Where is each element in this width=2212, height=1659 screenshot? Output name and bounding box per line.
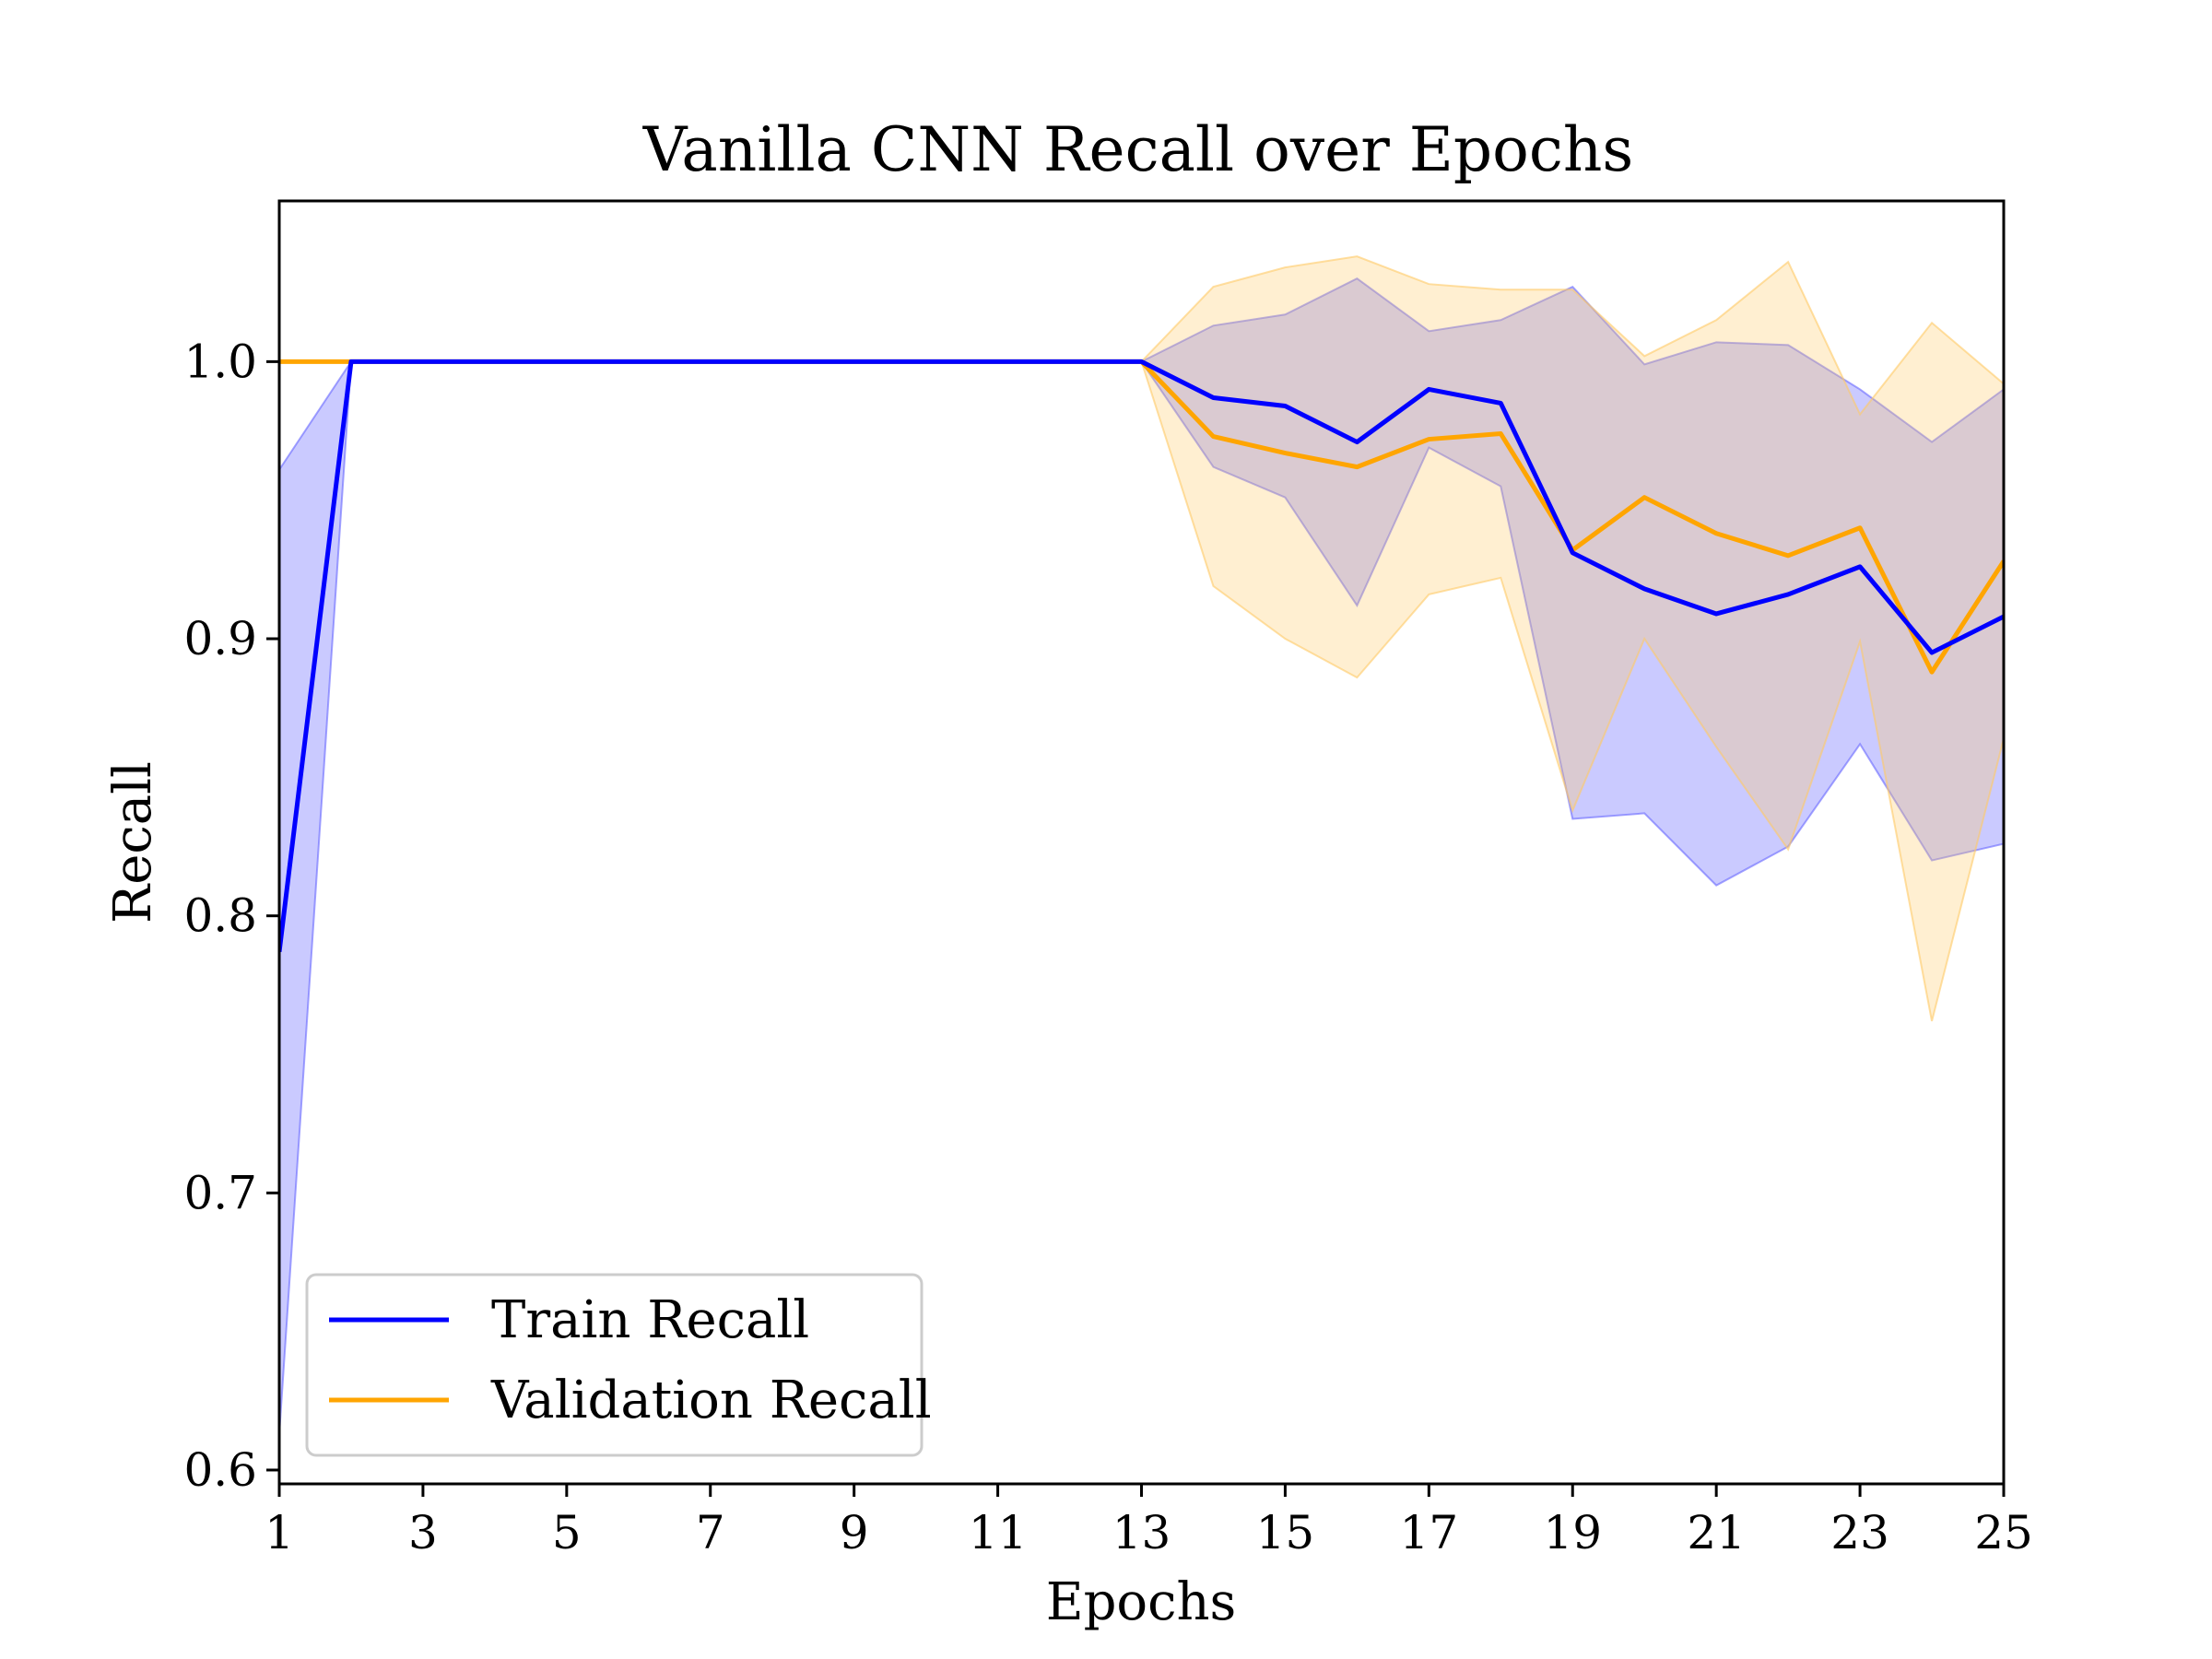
- x-axis-label: Epochs: [1046, 1572, 1237, 1632]
- y-tick-label: 0.6: [183, 1443, 257, 1497]
- y-axis-ticks: 0.6 0.7 0.8 0.9 1.0: [183, 335, 279, 1497]
- chart-title: Vanilla CNN Recall over Epochs: [642, 114, 1633, 185]
- legend: Train Recall Validation Recall: [305, 1273, 932, 1457]
- x-tick-label: 25: [1974, 1506, 2033, 1559]
- y-tick-label: 1.0: [183, 335, 257, 388]
- x-tick-label: 11: [969, 1506, 1028, 1559]
- line-train: [279, 359, 2004, 953]
- legend-label-train: Train Recall: [491, 1290, 809, 1350]
- x-tick-label: 15: [1256, 1506, 1315, 1559]
- x-tick-label: 3: [408, 1506, 438, 1559]
- y-tick-label: 0.7: [183, 1166, 257, 1219]
- band-validation: [279, 255, 2004, 1022]
- x-tick-label: 1: [265, 1506, 294, 1559]
- x-tick-label: 17: [1400, 1506, 1459, 1559]
- y-tick-label: 0.9: [183, 612, 257, 665]
- x-tick-label: 5: [552, 1506, 582, 1559]
- legend-label-validation: Validation Recall: [490, 1371, 932, 1430]
- x-tick-label: 9: [840, 1506, 869, 1559]
- x-tick-label: 7: [696, 1506, 725, 1559]
- x-tick-label: 19: [1543, 1506, 1602, 1559]
- legend-box: [305, 1273, 924, 1457]
- x-axis-ticks: 1 3 5 7 9 11 13 15 17 19 21 23 25: [265, 1484, 2033, 1559]
- y-axis-label: Recall: [103, 761, 163, 924]
- x-tick-label: 23: [1830, 1506, 1889, 1559]
- x-tick-label: 21: [1687, 1506, 1746, 1559]
- confidence-bands: [279, 255, 2004, 1434]
- y-tick-label: 0.8: [183, 889, 257, 943]
- x-tick-label: 13: [1112, 1506, 1171, 1559]
- series-lines: [279, 359, 2004, 953]
